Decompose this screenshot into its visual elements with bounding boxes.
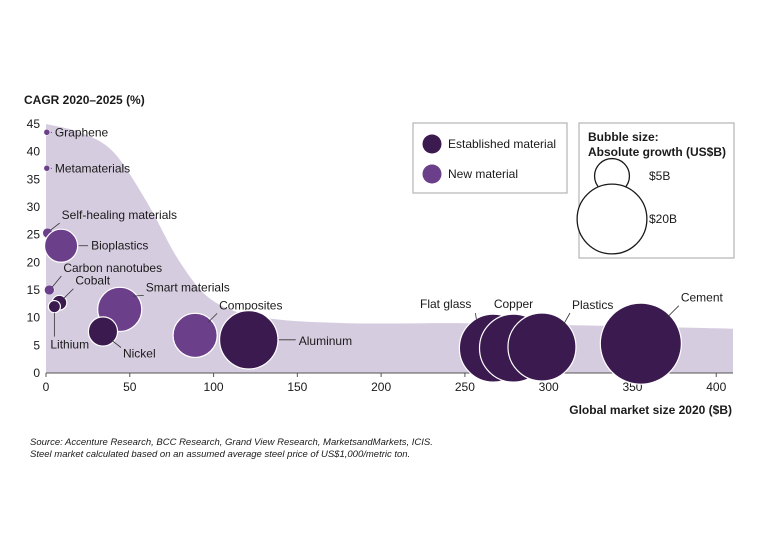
- source-line-2: Steel market calculated based on an assu…: [30, 449, 411, 460]
- bubble-graphene: [43, 129, 51, 136]
- shaded-area: [46, 124, 733, 373]
- bubble-bioplastics: [43, 228, 79, 263]
- legend-swatch-new: [422, 164, 442, 184]
- size-legend-label: $20B: [649, 212, 677, 226]
- bubble-cement: [599, 302, 682, 385]
- x-tick-label: 150: [287, 380, 307, 394]
- bubble-metamaterials: [43, 165, 51, 172]
- x-tick-label: 250: [455, 380, 475, 394]
- y-tick-label: 5: [33, 338, 40, 352]
- y-tick-label: 25: [27, 228, 41, 242]
- size-legend-circle: [576, 183, 648, 255]
- bubble-label: Carbon nanotubes: [63, 261, 162, 275]
- y-tick-label: 35: [27, 172, 41, 186]
- bubble-label: Composites: [219, 298, 282, 312]
- source-line-1: Source: Accenture Research, BCC Research…: [30, 437, 433, 448]
- leader-line: [664, 305, 680, 320]
- bubble-label: Aluminum: [299, 334, 352, 348]
- leader-line: [63, 288, 74, 299]
- legend-swatch-established: [422, 134, 442, 154]
- leader-line: [474, 313, 477, 320]
- color-legend-box: [412, 122, 568, 194]
- bubble-label: Nickel: [123, 347, 156, 361]
- y-tick-label: 30: [27, 200, 41, 214]
- y-tick-label: 0: [33, 366, 40, 380]
- leader-line: [208, 313, 218, 323]
- bubble-label: Self-healing materials: [62, 208, 177, 222]
- x-axis-title: Global market size 2020 ($B): [569, 403, 732, 417]
- size-legend-subtitle: Absolute growth (US$B): [588, 145, 726, 159]
- y-tick-label: 15: [27, 283, 41, 297]
- bubble-label: Cobalt: [75, 274, 110, 288]
- leader-line: [132, 294, 144, 297]
- bubble-label: Copper: [494, 297, 533, 311]
- bubble-composites: [172, 312, 218, 359]
- y-tick-label: 45: [27, 117, 41, 131]
- source-note: Source: Accenture Research, BCC Research…: [30, 437, 730, 461]
- bubble-label: Flat glass: [420, 297, 471, 311]
- x-tick-label: 300: [539, 380, 559, 394]
- y-axis-title: CAGR 2020–2025 (%): [24, 93, 145, 107]
- bubble-label: Smart materials: [146, 280, 230, 294]
- x-tick-label: 200: [371, 380, 391, 394]
- legend-label: Established material: [448, 137, 556, 151]
- legend-label: New material: [448, 167, 518, 181]
- x-tick-label: 100: [204, 380, 224, 394]
- y-tick-label: 20: [27, 255, 41, 269]
- bubble-label: Metamaterials: [55, 161, 130, 175]
- bubble-label: Lithium: [50, 338, 89, 352]
- leader-line: [562, 312, 571, 327]
- x-tick-label: 0: [43, 380, 50, 394]
- bubble-label: Graphene: [55, 125, 109, 139]
- bubble-nickel: [87, 316, 119, 347]
- size-legend-title: Bubble size:: [588, 130, 659, 144]
- bubble-label: Bioplastics: [91, 239, 148, 253]
- leader-line: [52, 275, 62, 288]
- x-tick-label: 50: [123, 380, 137, 394]
- bubble-plastics: [507, 312, 577, 382]
- bubble-carbon-nanotubes: [44, 284, 55, 296]
- bubble-aluminum: [218, 310, 279, 370]
- x-tick-label: 400: [706, 380, 726, 394]
- leader-line: [111, 339, 122, 348]
- leader-line: [50, 222, 60, 231]
- y-tick-label: 40: [27, 145, 41, 159]
- y-tick-label: 10: [27, 311, 41, 325]
- bubble-label: Cement: [681, 291, 724, 305]
- bubble-label: Plastics: [572, 298, 613, 312]
- bubble-lithium: [47, 299, 62, 314]
- size-legend-label: $5B: [649, 169, 670, 183]
